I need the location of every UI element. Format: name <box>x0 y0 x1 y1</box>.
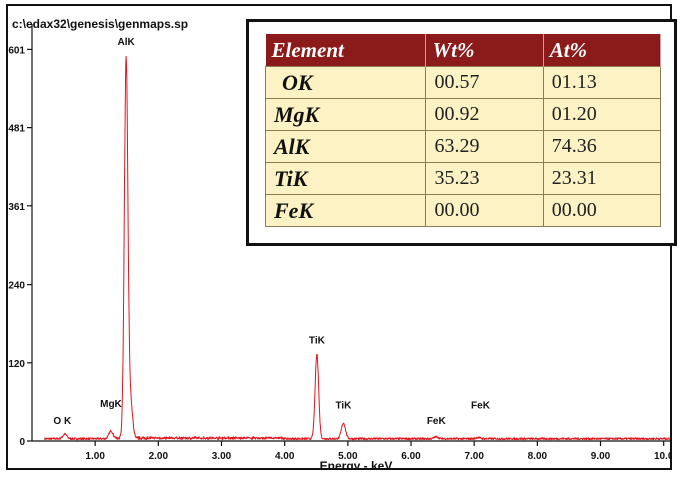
y-tick-label: 0 <box>19 437 25 448</box>
at-cell: 00.00 <box>542 194 662 227</box>
table-row: MgK 00.92 01.20 <box>264 98 662 131</box>
header-wt-percent: Wt% <box>425 34 544 67</box>
table-row: AlK 63.29 74.36 <box>264 130 662 163</box>
header-element: Element <box>265 34 427 67</box>
at-cell: 74.36 <box>542 130 662 163</box>
x-tick-label: 6.00 <box>401 451 421 462</box>
wt-cell: 63.29 <box>425 130 544 163</box>
y-tick-label: 481 <box>8 124 25 135</box>
x-axis-label: Energy - keV <box>320 459 393 468</box>
x-tick-label: 3.00 <box>212 451 232 462</box>
element-cell: TiK <box>264 162 427 195</box>
wt-cell: 35.23 <box>425 162 544 195</box>
element-cell: FeK <box>264 194 427 227</box>
peak-label: O K <box>53 416 72 427</box>
element-cell: OK <box>264 66 427 99</box>
window-title: c:\edax32\genesis\genmaps.sp <box>12 17 188 31</box>
table-header-row: Element Wt% At% <box>265 34 662 67</box>
at-cell: 01.20 <box>542 98 662 131</box>
peak-label: AlK <box>118 37 136 48</box>
table-row: FeK 00.00 00.00 <box>264 194 662 227</box>
header-at-percent: At% <box>543 34 662 67</box>
element-cell: AlK <box>264 130 427 163</box>
y-tick-label: 120 <box>8 359 25 370</box>
at-cell: 01.13 <box>542 66 662 99</box>
peak-label: FeK <box>427 416 447 427</box>
x-tick-label: 5.00 <box>338 451 358 462</box>
composition-table-panel: Element Wt% At% OK 00.57 01.13 MgK 00.92… <box>246 19 677 246</box>
table-row: OK 00.57 01.13 <box>264 66 662 99</box>
peak-label: TiK <box>309 335 326 346</box>
x-tick-label: 9.00 <box>591 451 611 462</box>
composition-table: Element Wt% At% OK 00.57 01.13 MgK 00.92… <box>264 34 662 227</box>
peak-label: TiK <box>335 400 352 411</box>
x-tick-label: 7.00 <box>464 451 484 462</box>
x-tick-label: 4.00 <box>275 451 295 462</box>
y-tick-label: 601 <box>8 45 25 56</box>
x-tick-label: 2.00 <box>149 451 169 462</box>
peak-label: FeK <box>471 400 491 411</box>
y-tick-label: 240 <box>8 281 25 292</box>
wt-cell: 00.00 <box>425 194 544 227</box>
x-tick-label: 1.00 <box>85 451 105 462</box>
x-tick-label: 8.00 <box>528 451 548 462</box>
y-tick-label: 361 <box>8 202 25 213</box>
spectrum-line <box>44 55 670 441</box>
eds-spectrum-chart: c:\edax32\genesis\genmaps.sp 0 120 240 361 4… <box>8 17 670 468</box>
table-row: TiK 35.23 23.31 <box>264 162 662 195</box>
element-cell: MgK <box>264 98 427 131</box>
spectrum-figure: c:\edax32\genesis\genmaps.sp 0 120 240 361 4… <box>6 4 677 470</box>
wt-cell: 00.92 <box>425 98 544 131</box>
at-cell: 23.31 <box>542 162 662 195</box>
peak-label: MgK <box>100 399 122 410</box>
wt-cell: 00.57 <box>425 66 544 99</box>
x-tick-label: 10.0 <box>654 451 670 462</box>
